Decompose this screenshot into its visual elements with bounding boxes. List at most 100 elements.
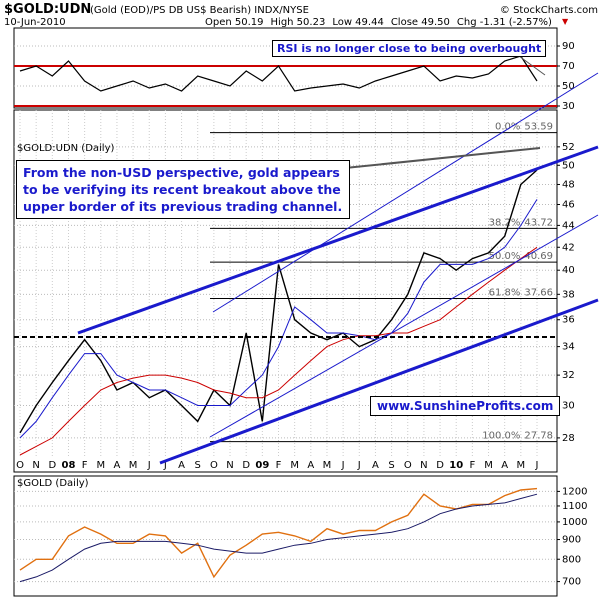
fib-label-part: 53.59 — [524, 122, 553, 133]
y-tick-label: 1200 — [562, 486, 587, 497]
fib-label-part: 61.8% — [489, 288, 521, 299]
x-tick-label: M — [484, 460, 493, 471]
annotation: From the non-USD perspective, gold appea… — [16, 160, 350, 219]
y-tick-label: 44 — [562, 220, 575, 231]
rsi-annotation: RSI is no longer close to being overboug… — [272, 40, 547, 57]
y-tick-label: 800 — [562, 554, 581, 565]
y-tick-label: 42 — [562, 242, 575, 253]
y-tick-label: 48 — [562, 179, 575, 190]
x-tick-label: M — [96, 460, 105, 471]
x-tick-label: A — [501, 460, 508, 471]
panel-title: $GOLD (Daily) — [17, 478, 89, 489]
x-tick-label: O — [16, 460, 24, 471]
x-tick-label: J — [341, 460, 345, 471]
quote: Open 50.19 High 50.23 Low 49.44 Close 49.50… — [205, 17, 552, 28]
subtitle: (Gold (EOD)/PS DB US$ Bearish) INDX/NYSE — [90, 5, 309, 16]
x-tick-label: J — [357, 460, 361, 471]
x-tick-label: A — [372, 460, 379, 471]
x-tick-label: S — [388, 460, 394, 471]
down-arrow: ▼ — [562, 17, 569, 26]
y-tick-label: 50 — [562, 81, 575, 92]
fib-label-part: 50.0% — [489, 251, 521, 262]
channel-upper — [77, 145, 599, 335]
y-tick-label: 30 — [562, 101, 575, 112]
y-tick-label: 900 — [562, 535, 581, 546]
fib-label: 100.0% 27.78 — [482, 431, 553, 442]
quote-item: Open 50.19 — [205, 17, 264, 28]
y-tick-label: 34 — [562, 342, 575, 353]
fib-label-part: 37.66 — [524, 288, 553, 299]
x-tick-label: D — [436, 460, 444, 471]
quote-item: Close 49.50 — [390, 17, 450, 28]
quote-item: Chg -1.31 (-2.57%) — [456, 17, 552, 28]
x-tick-label: J — [535, 460, 539, 471]
x-tick-label: F — [82, 460, 88, 471]
fib-label: 50.0% 40.69 — [489, 251, 553, 262]
x-tick-label: A — [307, 460, 314, 471]
date: 10-Jun-2010 — [4, 17, 66, 28]
y-tick-label: 28 — [562, 433, 575, 444]
y-tick-label: 46 — [562, 199, 575, 210]
x-tick-label: N — [420, 460, 427, 471]
x-tick-label: N — [32, 460, 39, 471]
line-series — [19, 487, 538, 579]
gold-frame — [13, 475, 558, 597]
x-tick-label: 09 — [255, 460, 269, 471]
x-tick-label: F — [276, 460, 282, 471]
y-tick-label: 40 — [562, 265, 575, 276]
y-tick-label: 1100 — [562, 501, 587, 512]
panel-title: $GOLD:UDN (Daily) — [17, 143, 115, 154]
line-series — [19, 55, 538, 92]
y-tick-label: 30 — [562, 400, 575, 411]
x-tick-label: M — [517, 460, 526, 471]
credit: © StockCharts.com — [499, 5, 598, 16]
x-tick-label: 08 — [62, 460, 76, 471]
line-series — [19, 493, 538, 583]
x-tick-label: M — [290, 460, 299, 471]
trend-thin — [212, 72, 599, 313]
fib-label-part: 0.0% — [495, 122, 520, 133]
y-tick-label: 52 — [562, 142, 575, 153]
fib-label: 0.0% 53.59 — [495, 122, 553, 133]
x-tick-label: O — [404, 460, 412, 471]
x-tick-label: D — [242, 460, 250, 471]
title: $GOLD:UDN — [4, 2, 92, 17]
x-tick-label: F — [469, 460, 475, 471]
y-tick-label: 700 — [562, 577, 581, 588]
x-tick-label: A — [178, 460, 185, 471]
fib-label-part: 27.78 — [524, 431, 553, 442]
fib-label-part: 100.0% — [482, 431, 520, 442]
watermark: www.SunshineProfits.com — [370, 396, 561, 416]
y-tick-label: 70 — [562, 61, 575, 72]
x-tick-label: O — [210, 460, 218, 471]
x-tick-label: J — [163, 460, 167, 471]
y-tick-label: 32 — [562, 370, 575, 381]
pointer — [344, 147, 541, 169]
y-tick-label: 36 — [562, 315, 575, 326]
trend-thin — [209, 214, 599, 438]
x-tick-label: 10 — [449, 460, 463, 471]
x-tick-label: M — [323, 460, 332, 471]
fib-label-part: 40.69 — [524, 251, 553, 262]
fib-label-part: 38.2% — [489, 217, 521, 228]
x-tick-label: S — [195, 460, 201, 471]
x-tick-label: N — [226, 460, 233, 471]
x-tick-label: J — [147, 460, 151, 471]
x-tick-label: M — [129, 460, 138, 471]
y-tick-label: 1000 — [562, 517, 587, 528]
y-tick-label: 38 — [562, 289, 575, 300]
fib-label: 38.2% 43.72 — [489, 217, 553, 228]
channel-lower — [159, 298, 599, 465]
line-series — [19, 246, 538, 456]
x-tick-label: A — [114, 460, 121, 471]
y-tick-label: 50 — [562, 160, 575, 171]
line-series — [19, 199, 538, 439]
x-tick-label: D — [48, 460, 56, 471]
fib-label-part: 43.72 — [524, 217, 553, 228]
y-tick-label: 90 — [562, 41, 575, 52]
quote-item: High 50.23 — [270, 17, 326, 28]
fib-label: 61.8% 37.66 — [489, 288, 553, 299]
quote-item: Low 49.44 — [332, 17, 384, 28]
